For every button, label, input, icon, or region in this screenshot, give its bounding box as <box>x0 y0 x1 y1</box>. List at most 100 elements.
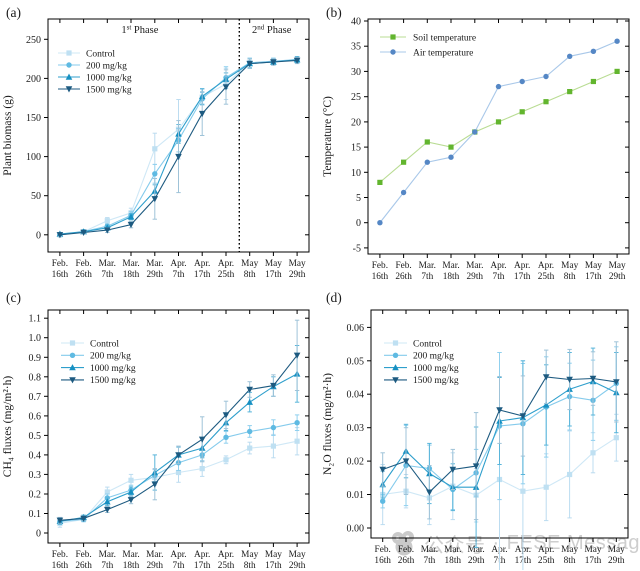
legend-item-1000-mg-kg: 1000 mg/kg <box>61 364 136 374</box>
legend-item-control: Control <box>384 339 442 349</box>
svg-text:Mar.: Mar. <box>122 259 139 269</box>
svg-text:25th: 25th <box>218 270 235 280</box>
svg-text:8th: 8th <box>564 556 576 566</box>
svg-text:0.04: 0.04 <box>347 390 365 401</box>
svg-text:17th: 17th <box>194 270 211 280</box>
y-axis-ticks <box>364 20 629 249</box>
svg-text:Mar.: Mar. <box>99 550 116 560</box>
svg-text:0: 0 <box>36 230 41 241</box>
legend-item-1500-mg-kg: 1500 mg/kg <box>384 376 459 386</box>
legend-item-1000-mg-kg: 1000 mg/kg <box>58 73 132 83</box>
svg-text:7th: 7th <box>421 272 433 282</box>
svg-text:May: May <box>289 259 306 269</box>
svg-text:15: 15 <box>351 143 361 154</box>
svg-text:May: May <box>585 261 602 271</box>
svg-text:40: 40 <box>351 17 361 28</box>
x-axis-ticks <box>59 310 298 547</box>
y-axis-ticks <box>44 38 309 236</box>
y-axis-title: CH₄ fluxes (mg/m²·h) <box>2 376 14 478</box>
svg-text:29th: 29th <box>609 272 626 282</box>
y-tick-labels: 0 0.1 0.2 0.3 0.4 0.5 0.6 0.7 0.8 0.9 1.0 1.1 <box>29 314 42 540</box>
x-axis-ticks <box>379 19 618 258</box>
svg-text:35: 35 <box>351 42 361 53</box>
y-tick-labels: 0.00 0.01 0.02 0.03 0.04 0.05 0.06 <box>347 323 365 535</box>
svg-text:200 mg/kg: 200 mg/kg <box>413 352 454 362</box>
legend-item-200-mg-kg: 200 mg/kg <box>384 352 454 362</box>
legend-item-control: Control <box>61 339 119 349</box>
series-air-temperature <box>377 38 620 226</box>
chart-d-svg: 0.000.010.020.030.040.050.06Feb.16thFeb.… <box>322 290 629 570</box>
svg-text:Apr.: Apr. <box>538 261 554 271</box>
svg-text:Apr.: Apr. <box>218 259 234 269</box>
legend-item-soil-temperature: Soil temperature <box>380 33 476 43</box>
svg-text:29th: 29th <box>468 556 485 566</box>
svg-text:Feb.: Feb. <box>52 550 68 560</box>
legend-item-200-mg-kg: 200 mg/kg <box>58 61 127 71</box>
svg-text:8th: 8th <box>244 270 256 280</box>
svg-text:Apr.: Apr. <box>170 259 186 269</box>
svg-text:0.9: 0.9 <box>29 353 42 364</box>
chart-panel-a: 0 50 100 150 200 250 Feb. 16th Feb. 26th Mar. 7th Ma… <box>0 0 320 285</box>
svg-text:29th: 29th <box>289 270 306 280</box>
svg-text:1500 mg/kg: 1500 mg/kg <box>86 85 132 95</box>
legend: Soil temperature Air temperature <box>380 33 476 58</box>
svg-text:Feb.: Feb. <box>395 261 411 271</box>
svg-text:Mar.: Mar. <box>442 261 459 271</box>
svg-text:Apr.: Apr. <box>170 550 186 560</box>
svg-text:29th: 29th <box>467 272 484 282</box>
svg-text:250: 250 <box>26 35 41 46</box>
svg-text:18th: 18th <box>123 270 140 280</box>
svg-text:26th: 26th <box>398 556 415 566</box>
svg-text:25: 25 <box>351 92 361 103</box>
svg-text:Feb.: Feb. <box>372 261 388 271</box>
svg-text:7th: 7th <box>173 561 185 570</box>
x-tick-labels: Feb.16thFeb.26thMar.7thMar.18thMar.29thA… <box>52 259 306 280</box>
svg-text:16th: 16th <box>374 556 391 566</box>
svg-text:16th: 16th <box>52 561 69 570</box>
chart-c-svg: 00.10.20.30.40.50.60.70.80.91.01.1Feb.16… <box>2 290 310 570</box>
svg-text:Feb.: Feb. <box>375 545 391 555</box>
svg-text:7th: 7th <box>173 270 185 280</box>
svg-text:0.6: 0.6 <box>29 411 42 422</box>
svg-text:7th: 7th <box>423 556 435 566</box>
svg-text:Mar.: Mar. <box>122 550 139 560</box>
svg-text:1.1: 1.1 <box>29 314 42 325</box>
svg-text:0.00: 0.00 <box>347 524 365 535</box>
panel-label: (a) <box>6 5 21 20</box>
svg-text:Mar.: Mar. <box>146 550 163 560</box>
legend-item-air-temperature: Air temperature <box>380 48 473 58</box>
svg-text:18th: 18th <box>443 272 460 282</box>
svg-text:17th: 17th <box>585 556 602 566</box>
svg-text:Mar.: Mar. <box>467 545 484 555</box>
svg-text:0.2: 0.2 <box>29 490 42 501</box>
svg-text:Mar.: Mar. <box>466 261 483 271</box>
svg-text:1000 mg/kg: 1000 mg/kg <box>413 364 459 374</box>
svg-text:1000 mg/kg: 1000 mg/kg <box>86 73 132 83</box>
legend: Control 200 mg/kg 1000 mg/kg 1500 mg/kg <box>58 49 132 95</box>
chart-b-svg: -50510152025303540Feb.16thFeb.26thMar.7t… <box>322 5 630 282</box>
y-axis-ticks <box>367 326 628 529</box>
svg-text:May: May <box>241 550 258 560</box>
svg-text:0.02: 0.02 <box>347 457 365 468</box>
svg-text:Mar.: Mar. <box>99 259 116 269</box>
svg-text:Mar.: Mar. <box>419 261 436 271</box>
svg-text:Control: Control <box>86 49 115 59</box>
svg-text:1000 mg/kg: 1000 mg/kg <box>90 364 136 374</box>
svg-text:29th: 29th <box>147 561 164 570</box>
svg-text:0.1: 0.1 <box>29 509 42 520</box>
series-control <box>57 427 300 528</box>
svg-text:Apr.: Apr. <box>194 550 210 560</box>
svg-text:0.8: 0.8 <box>29 372 42 383</box>
svg-text:Control: Control <box>413 339 442 349</box>
phase-label-1: 1st Phase <box>121 24 158 37</box>
svg-text:17th: 17th <box>514 272 531 282</box>
panel-label: (d) <box>326 290 342 305</box>
svg-text:Control: Control <box>90 339 119 349</box>
svg-text:5: 5 <box>356 193 361 204</box>
svg-text:-5: -5 <box>353 243 361 254</box>
svg-text:Apr.: Apr. <box>218 550 234 560</box>
svg-text:1500 mg/kg: 1500 mg/kg <box>90 376 136 386</box>
legend-item-1000-mg-kg: 1000 mg/kg <box>384 364 459 374</box>
svg-text:200 mg/kg: 200 mg/kg <box>86 61 127 71</box>
svg-text:0.7: 0.7 <box>29 392 42 403</box>
